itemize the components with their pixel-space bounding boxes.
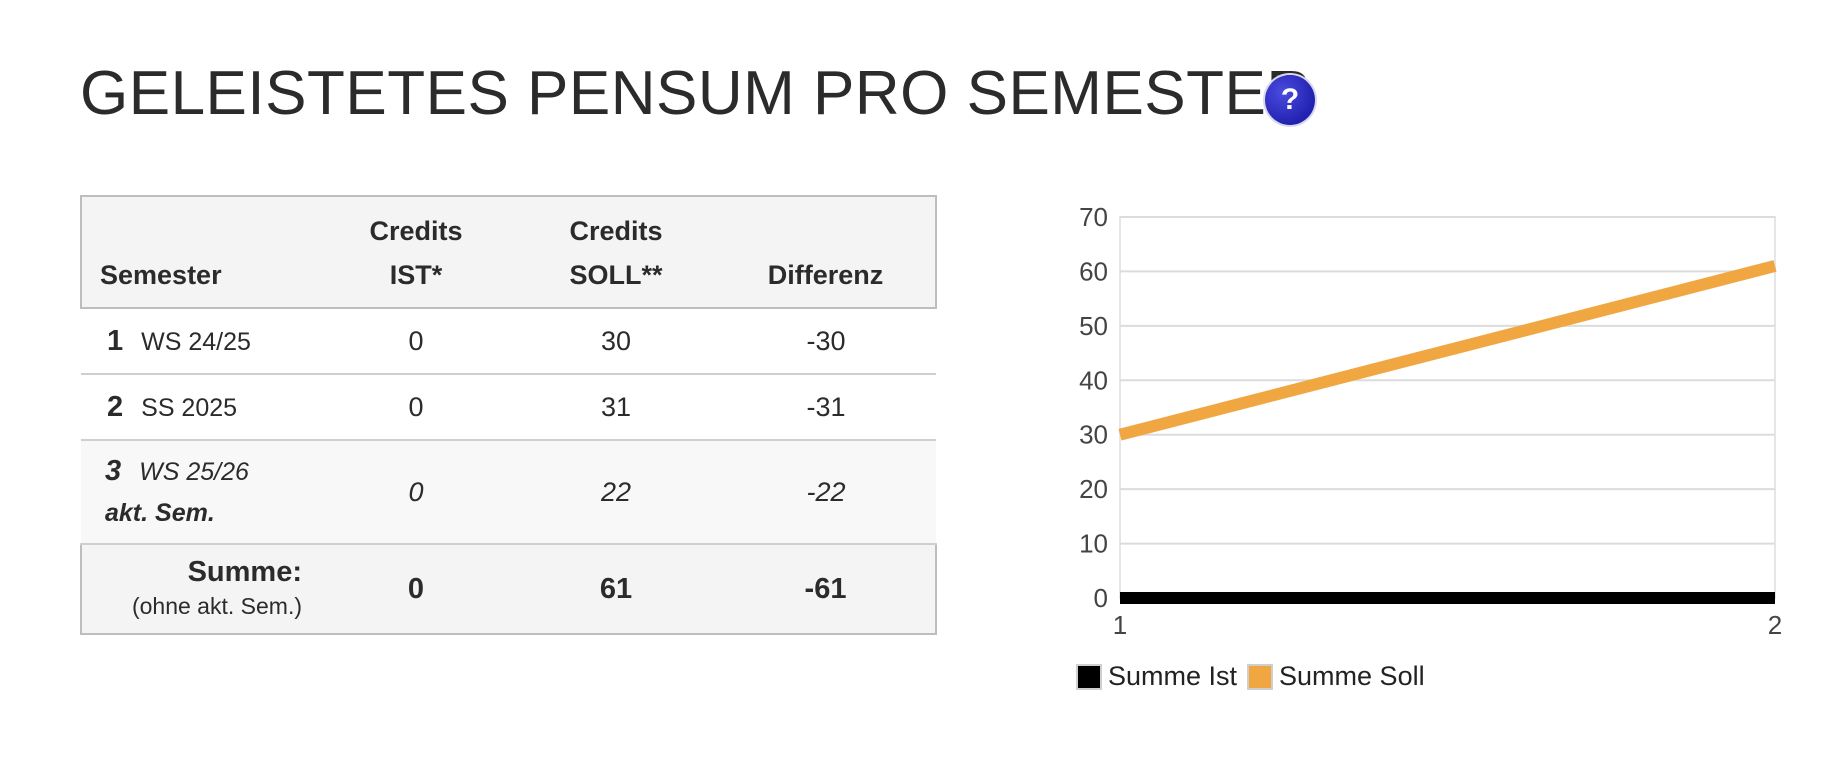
- sum-ist-cell: 0: [316, 544, 516, 635]
- sum-sublabel: (ohne akt. Sem.): [131, 593, 302, 619]
- x-tick-label: 1: [1113, 610, 1127, 640]
- table-row-current-semester: 3 WS 25/26 akt. Sem. 0 22 -22: [81, 440, 936, 545]
- table-row: 1 WS 24/25 0 30 -30: [81, 308, 936, 375]
- differenz-cell: -31: [716, 374, 936, 441]
- credits-soll-cell: 30: [516, 308, 716, 375]
- credits-ist-cell: 0: [316, 374, 516, 441]
- credits-line-chart: 0 10 20 30 40 50 60 70 1 2: [1079, 202, 1782, 640]
- header-differenz: Differenz: [716, 195, 937, 309]
- header-soll-line1: Credits: [569, 216, 663, 246]
- legend-swatch-soll: [1247, 663, 1274, 690]
- header-semester: Semester: [80, 195, 316, 309]
- current-semester-note: akt. Sem.: [105, 499, 215, 527]
- sum-soll-cell: 61: [516, 544, 716, 635]
- y-tick-label: 30: [1079, 420, 1108, 450]
- sum-label-cell: Summe: (ohne akt. Sem.): [80, 544, 316, 635]
- legend-label-ist: Summe Ist: [1108, 661, 1238, 691]
- header-soll-line2: SOLL**: [569, 260, 663, 290]
- header-credits-soll: Credits SOLL**: [516, 195, 716, 309]
- header-credits-ist: Credits IST*: [316, 195, 516, 309]
- header-ist-line1: Credits: [369, 216, 463, 246]
- legend-label-soll: Summe Soll: [1279, 661, 1425, 691]
- y-tick-label: 40: [1079, 365, 1108, 395]
- table-row: 2 SS 2025 0 31 -31: [81, 374, 936, 441]
- header-ist-line2: IST*: [389, 260, 443, 290]
- sum-label: Summe:: [187, 556, 302, 588]
- credits-ist-cell: 0: [316, 308, 516, 375]
- x-tick-label: 2: [1768, 610, 1782, 640]
- semester-number: 2: [107, 390, 124, 423]
- y-tick-label: 50: [1079, 311, 1108, 341]
- chart-legend: Summe Ist Summe Soll: [1076, 661, 1425, 692]
- page-title: GELEISTETES PENSUM PRO SEMESTER: [80, 59, 1312, 128]
- series-line-soll: [1118, 260, 1777, 441]
- legend-swatch-ist: [1076, 663, 1102, 690]
- y-tick-label: 60: [1079, 256, 1108, 286]
- semester-cell: 1 WS 24/25: [81, 308, 316, 375]
- credits-ist-cell: 0: [316, 440, 516, 545]
- pensum-table: Semester Credits IST* Credits SOLL** Dif…: [80, 195, 937, 635]
- semester-cell: 3 WS 25/26 akt. Sem.: [81, 440, 316, 545]
- semester-name: WS 24/25: [141, 327, 251, 356]
- differenz-cell: -30: [716, 308, 936, 375]
- sum-differenz-cell: -61: [716, 544, 937, 635]
- semester-number: 3: [105, 455, 122, 487]
- y-tick-label: 10: [1079, 529, 1108, 559]
- table-header-row: Semester Credits IST* Credits SOLL** Dif…: [80, 195, 937, 309]
- credits-soll-cell: 22: [516, 440, 716, 545]
- y-tick-label: 0: [1094, 583, 1108, 613]
- semester-name: WS 25/26: [139, 458, 249, 486]
- semester-cell: 2 SS 2025: [81, 374, 316, 441]
- help-button[interactable]: ?: [1265, 75, 1315, 125]
- y-tick-label: 70: [1079, 202, 1108, 232]
- sum-row: Summe: (ohne akt. Sem.) 0 61 -61: [80, 544, 937, 635]
- semester-number: 1: [107, 324, 124, 357]
- credits-soll-cell: 31: [516, 374, 716, 441]
- differenz-cell: -22: [716, 440, 936, 545]
- semester-name: SS 2025: [141, 393, 238, 422]
- y-tick-label: 20: [1079, 474, 1108, 504]
